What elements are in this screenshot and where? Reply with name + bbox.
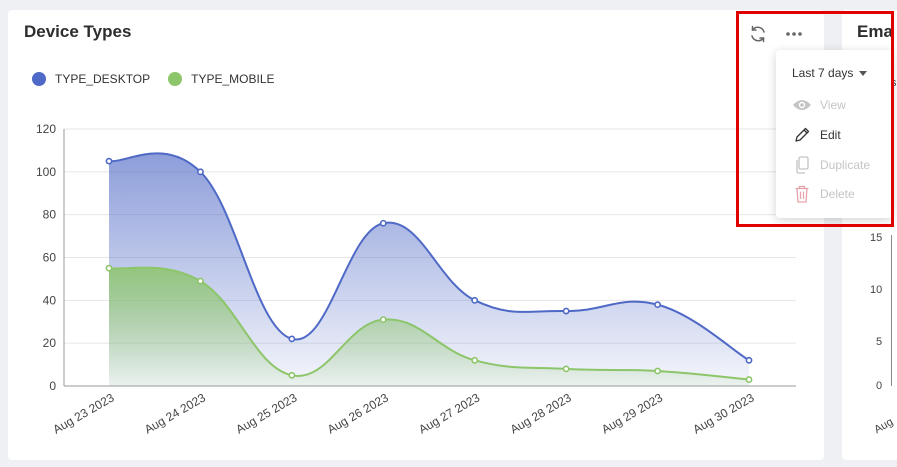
area-desktop	[109, 153, 749, 386]
legend-dot-desktop	[32, 72, 46, 86]
legend-dot-mobile	[168, 72, 183, 86]
menu-item-edit-label: Edit	[820, 128, 841, 142]
email-y-tick: 15	[870, 232, 883, 244]
caret-down-icon	[859, 70, 868, 76]
data-point-desktop	[562, 307, 570, 315]
email-y-tick: 0	[876, 380, 883, 392]
refresh-icon[interactable]	[746, 22, 770, 46]
data-point-mobile	[471, 356, 479, 364]
y-tick-label: 100	[36, 165, 56, 179]
date-range-value: Last 7 days	[792, 66, 854, 80]
email-y-axis	[891, 235, 892, 386]
data-point-mobile	[288, 371, 296, 379]
card-actions	[746, 22, 806, 46]
pencil-icon	[792, 126, 812, 144]
y-tick-label: 80	[43, 208, 57, 222]
data-point-mobile	[562, 365, 570, 373]
data-point-mobile	[379, 316, 387, 324]
email-y-tick: 10	[870, 284, 883, 296]
date-range-select[interactable]: Last 7 days	[792, 66, 868, 80]
data-point-desktop	[654, 301, 661, 309]
y-tick-label: 0	[49, 379, 56, 393]
menu-item-delete[interactable]: Delete	[792, 185, 855, 203]
legend-item-mobile[interactable]: TYPE_MOBILE	[168, 72, 275, 86]
legend-label-mobile: TYPE_MOBILE	[191, 72, 275, 86]
card-options-menu: Last 7 days View Edit Dupli	[776, 50, 892, 218]
data-point-desktop	[471, 296, 479, 304]
data-point-desktop	[105, 157, 113, 165]
x-tick-label: Aug 23 2023	[51, 390, 117, 436]
data-point-desktop	[288, 335, 296, 343]
more-options-icon[interactable]	[782, 22, 806, 46]
menu-item-duplicate-label: Duplicate	[820, 158, 871, 172]
trash-icon	[792, 185, 812, 203]
x-tick-label: Aug 25 2023	[233, 390, 299, 436]
menu-item-duplicate[interactable]: Duplicate	[792, 156, 870, 174]
data-point-mobile	[105, 264, 113, 272]
email-card-title: Ema	[857, 22, 893, 41]
copy-icon	[792, 156, 812, 174]
card-title: Device Types	[24, 22, 132, 41]
data-point-mobile	[654, 367, 661, 375]
menu-item-view[interactable]: View	[792, 96, 846, 114]
email-y-tick: 5	[876, 336, 883, 348]
y-tick-label: 40	[43, 293, 57, 307]
device-types-chart: 0 20 40 60 80 100 120 Aug 23 2023 Aug 24 2023 Aug…	[36, 122, 796, 437]
y-tick-label: 120	[36, 122, 56, 136]
legend-item-desktop[interactable]: TYPE_DESKTOP	[32, 72, 150, 86]
eye-icon	[792, 96, 812, 114]
menu-item-edit[interactable]: Edit	[792, 126, 841, 144]
x-tick-label: Aug 24 2023	[142, 390, 208, 436]
data-point-mobile	[745, 376, 753, 383]
x-tick-label: Aug 27 2023	[416, 390, 482, 436]
data-point-desktop	[379, 219, 387, 227]
data-point-desktop	[745, 356, 753, 364]
data-point-mobile	[197, 277, 204, 285]
email-x-tick: Aug	[872, 415, 896, 437]
x-tick-label: Aug 30 2023	[691, 390, 757, 436]
x-tick-label: Aug 26 2023	[325, 390, 391, 436]
series-line-desktop	[108, 152, 750, 362]
device-types-card: Device Types TYPE_DESKTOP TYPE_MOBILE	[8, 10, 824, 460]
chart-legend: TYPE_DESKTOP TYPE_MOBILE	[32, 72, 293, 86]
data-point-desktop	[197, 168, 204, 176]
y-tick-label: 20	[43, 336, 57, 350]
x-tick-label: Aug 29 2023	[599, 390, 665, 436]
area-mobile	[109, 267, 749, 386]
series-line-mobile	[108, 266, 750, 381]
y-tick-label: 60	[43, 251, 57, 265]
x-tick-label: Aug 28 2023	[508, 390, 574, 436]
legend-label-desktop: TYPE_DESKTOP	[55, 72, 151, 86]
menu-item-delete-label: Delete	[820, 187, 855, 201]
menu-item-view-label: View	[820, 98, 846, 112]
